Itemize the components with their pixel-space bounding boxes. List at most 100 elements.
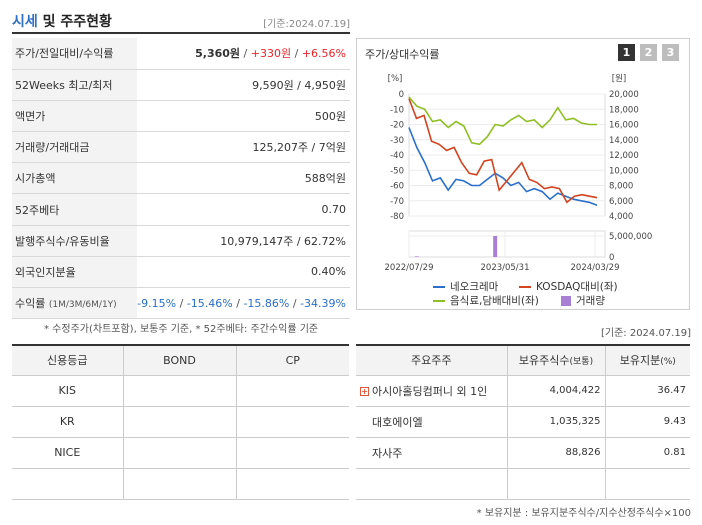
holder-shares: 88,826	[506, 437, 605, 469]
volume-frame	[408, 230, 606, 258]
series-line	[408, 98, 598, 204]
info-value: 5,360원 / +330원 / +6.56%	[137, 38, 350, 70]
info-label: 수익률 (1M/3M/6M/1Y)	[12, 287, 137, 320]
table-row: 발행주식수/유동비율 10,979,147주 / 62.72%	[12, 225, 350, 257]
series-line	[408, 96, 597, 146]
info-label: 시가총액	[12, 162, 137, 195]
info-label: 주가/전일대비/수익률	[12, 38, 137, 70]
table-row: 52주베타 0.70	[12, 193, 350, 226]
y-left-tick-label: -30	[390, 136, 404, 146]
x-tick-label: 2023/05/31	[481, 263, 530, 273]
chart-title: 주가/상대수익률	[365, 48, 440, 61]
y-right-tick-label: 20,000	[609, 90, 639, 100]
table-row: KIS	[12, 375, 349, 407]
legend-item: 거래량	[561, 293, 605, 308]
chart-tab-2[interactable]: 2	[640, 44, 657, 61]
chart-tab-1[interactable]: 1	[618, 44, 635, 61]
x-tick-label: 2022/07/29	[385, 263, 434, 273]
y-right-tick-label: 18,000	[609, 105, 639, 115]
table-header: 신용등급 BOND CP	[12, 345, 349, 376]
y-right-tick-label: 12,000	[609, 151, 639, 161]
y-right-tick-label: 10,000	[609, 166, 639, 176]
info-label: 발행주식수/유동비율	[12, 225, 137, 257]
y-right-tick-label: 14,000	[609, 136, 639, 146]
column-header: 주요주주	[356, 345, 507, 376]
volume-zero-label: 0	[609, 253, 614, 263]
y-left-tick-label: -40	[390, 151, 404, 161]
info-value: 0.70	[137, 193, 350, 226]
info-label: 52Weeks 최고/최저	[12, 69, 137, 101]
table-row	[12, 468, 349, 500]
legend-swatch	[433, 286, 445, 288]
column-header: BOND	[122, 345, 236, 376]
info-value: -9.15% / -15.46% / -15.86% / -34.39%	[137, 287, 350, 320]
y-right-tick-label: 16,000	[609, 121, 639, 131]
info-label: 52주베타	[12, 193, 137, 226]
table-row: 시가총액 588억원	[12, 162, 350, 195]
holder-name: 자사주	[356, 437, 507, 469]
info-value: 500원	[137, 100, 350, 133]
holder-percent	[604, 468, 690, 500]
holder-shares: 4,004,422	[506, 375, 605, 407]
column-header: 보유주식수(보통)	[506, 345, 605, 376]
volume-tick-label: 5,000,000	[609, 232, 652, 242]
holder-percent: 36.47	[604, 375, 690, 407]
table-row: NICE	[12, 437, 349, 469]
y-left-tick-label: -10	[390, 105, 404, 115]
table-row: 수익률 (1M/3M/6M/1Y) -9.15% / -15.46% / -15…	[12, 287, 350, 320]
legend-item: 음식료,담배대비(좌)	[433, 293, 539, 308]
info-value: 588억원	[137, 162, 350, 195]
credit-rating-table: 신용등급 BOND CP KIS KR NICE	[12, 344, 349, 500]
y-right-unit: [원]	[612, 74, 626, 84]
footnote: * 보유지분 : 보유지분주식수/지수산정주식수×100	[476, 508, 691, 519]
y-right-tick-label: 4,000	[609, 212, 633, 222]
column-header: 보유지분(%)	[604, 345, 690, 376]
major-shareholders-table: 주요주주 보유주식수(보통) 보유지분(%) + 아시아홀딩컴퍼니 외 1인 4,…	[356, 344, 690, 500]
volume-bar	[414, 256, 419, 257]
reference-date: [기준: 2024.07.19]	[600, 328, 691, 339]
page-title: 시세 및 주주현황	[12, 14, 112, 30]
table-row: 대호에이엘 1,035,325 9.43	[356, 406, 690, 438]
holder-shares	[506, 468, 605, 500]
column-header: 신용등급	[12, 345, 123, 376]
footnote: * 수정주가(차트포함), 보통주 기준, * 52주베타: 주간수익률 기준	[44, 324, 319, 335]
y-left-tick-label: -60	[390, 182, 404, 192]
holder-percent: 0.81	[604, 437, 690, 469]
y-left-tick-label: 0	[399, 90, 404, 100]
holder-name	[356, 468, 507, 500]
plus-icon[interactable]: +	[360, 387, 369, 396]
y-right-tick-label: 6,000	[609, 197, 633, 207]
info-value: 125,207주 / 7억원	[137, 131, 350, 164]
table-row: 액면가 500원	[12, 100, 350, 133]
stock-info-table: 주가/전일대비/수익률 5,360원 / +330원 / +6.56% 52We…	[12, 38, 350, 320]
table-row: KR	[12, 406, 349, 438]
holder-name[interactable]: + 아시아홀딩컴퍼니 외 1인	[356, 375, 507, 407]
legend-swatch	[519, 286, 531, 288]
holder-shares: 1,035,325	[506, 406, 605, 438]
section-header: 시세 및 주주현황 [기준:2024.07.19]	[12, 6, 350, 34]
y-left-unit: [%]	[388, 74, 403, 84]
info-value: 10,979,147주 / 62.72%	[137, 225, 350, 257]
y-left-tick-label: -70	[390, 197, 404, 207]
column-header: CP	[235, 345, 349, 376]
legend-swatch	[433, 300, 445, 302]
table-row: 주가/전일대비/수익률 5,360원 / +330원 / +6.56%	[12, 38, 350, 70]
x-tick-label: 2024/03/29	[571, 263, 620, 273]
table-header: 주요주주 보유주식수(보통) 보유지분(%)	[356, 345, 690, 376]
info-label: 외국인지분율	[12, 256, 137, 289]
chart-tab-3[interactable]: 3	[662, 44, 679, 61]
series-line	[408, 127, 598, 207]
y-left-tick-label: -50	[390, 166, 404, 176]
legend-item: 네오크레마	[433, 279, 498, 294]
info-value: 0.40%	[137, 256, 350, 289]
table-row: + 아시아홀딩컴퍼니 외 1인 4,004,422 36.47	[356, 375, 690, 407]
volume-bar	[493, 236, 498, 257]
legend-item: KOSDAQ대비(좌)	[519, 279, 618, 294]
holder-percent: 9.43	[604, 406, 690, 438]
reference-date: [기준:2024.07.19]	[263, 19, 350, 30]
chart-area: 0 -10 -20 -30 -40 -50 -60 -70 -80 20,000 18,000 16,…	[385, 74, 653, 273]
legend-swatch	[561, 296, 571, 306]
y-left-tick-label: -20	[390, 121, 404, 131]
